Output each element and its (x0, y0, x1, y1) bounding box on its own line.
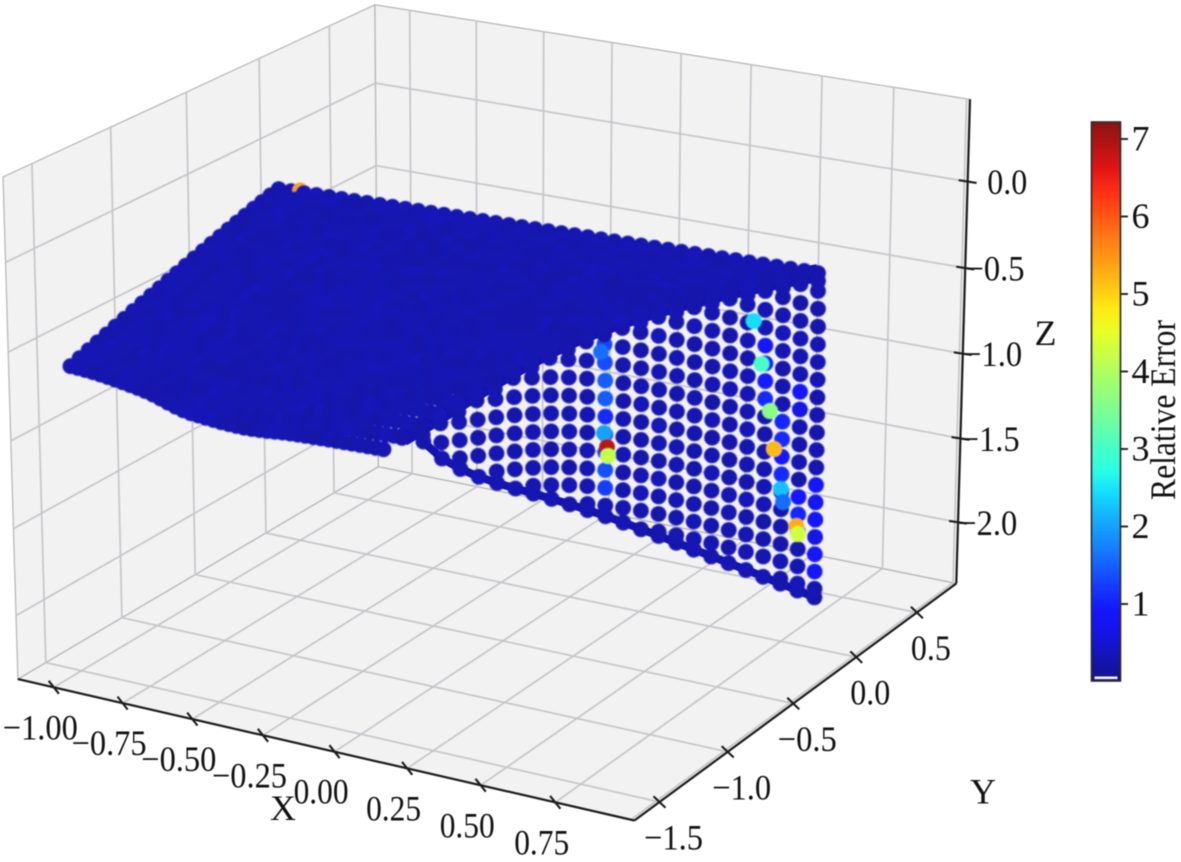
svg-text:6: 6 (1132, 196, 1150, 236)
svg-text:Y: Y (970, 772, 996, 812)
svg-text:−0.25: −0.25 (212, 755, 287, 795)
svg-text:5: 5 (1132, 274, 1150, 314)
svg-text:−0.50: −0.50 (141, 739, 216, 779)
svg-text:X: X (270, 788, 296, 828)
svg-text:−0.5: −0.5 (966, 249, 1025, 289)
svg-text:−1.0: −1.0 (963, 334, 1022, 374)
svg-text:Relative Error: Relative Error (1143, 320, 1181, 500)
svg-text:4: 4 (1132, 351, 1150, 391)
svg-text:3: 3 (1132, 429, 1150, 469)
svg-text:0.25: 0.25 (366, 788, 421, 828)
svg-text:Z: Z (1035, 313, 1057, 353)
svg-text:0.0: 0.0 (850, 673, 890, 713)
svg-text:7: 7 (1132, 119, 1150, 159)
svg-text:−1.5: −1.5 (644, 818, 703, 858)
svg-text:2: 2 (1132, 506, 1150, 546)
svg-text:−2.0: −2.0 (958, 503, 1017, 543)
svg-text:1: 1 (1132, 584, 1150, 624)
svg-text:−0.75: −0.75 (72, 723, 147, 763)
svg-text:0.0: 0.0 (987, 162, 1027, 202)
svg-text:−0.5: −0.5 (778, 719, 837, 759)
svg-text:−1.0: −1.0 (712, 767, 771, 807)
svg-text:−1.00: −1.00 (3, 707, 78, 747)
svg-text:−1.5: −1.5 (961, 419, 1020, 459)
svg-text:0.75: 0.75 (514, 822, 569, 862)
svg-text:0.00: 0.00 (294, 772, 349, 812)
svg-text:0.50: 0.50 (440, 805, 495, 845)
svg-text:0.5: 0.5 (911, 628, 951, 668)
